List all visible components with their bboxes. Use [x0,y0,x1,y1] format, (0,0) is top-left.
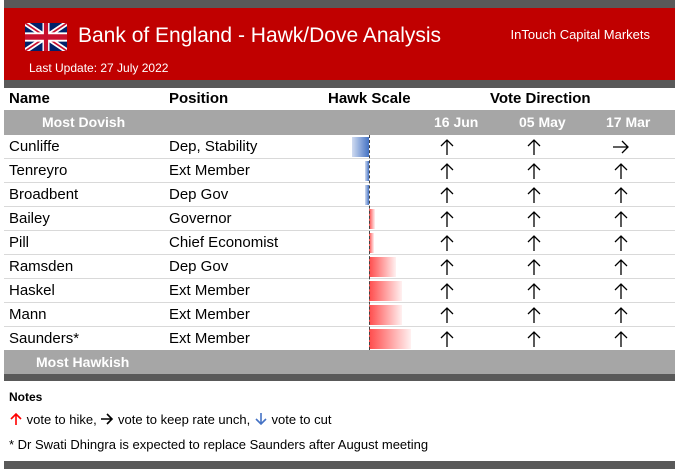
arrow-up-icon [614,259,628,275]
legend-hike-text: vote to hike, [26,412,97,427]
arrow-up-icon [614,307,628,323]
notes-title: Notes [9,390,43,404]
table-row: Bailey Governor [4,207,675,231]
column-header-name: Name [9,90,50,107]
arrow-down-icon [255,413,267,426]
table-row: Haskel Ext Member [4,279,675,303]
member-position: Dep Gov [169,258,229,275]
arrow-up-icon [440,331,454,347]
member-name: Tenreyro [9,162,68,179]
arrow-up-icon [440,283,454,299]
member-name: Broadbent [9,186,79,203]
table-row: Ramsden Dep Gov [4,255,675,279]
column-header-hawk-scale: Hawk Scale [328,90,411,107]
vote-legend: vote to hike, vote to keep rate unch, vo… [9,412,331,427]
most-hawkish-band: Most Hawkish [4,350,675,375]
footnote: * Dr Swati Dhingra is expected to replac… [9,437,429,452]
column-header-position: Position [169,90,229,107]
hawk-scale-bar [369,209,375,229]
arrow-right-icon [613,140,629,154]
arrow-up-icon [440,163,454,179]
hawk-scale-bar [369,281,402,301]
last-update: Last Update: 27 July 2022 [29,61,169,75]
member-name: Saunders* [9,330,80,347]
hawk-scale-bar [365,161,369,181]
most-dovish-band: Most Dovish 16 Jun 05 May 17 Mar [4,110,675,135]
arrow-up-icon [614,331,628,347]
member-position: Ext Member [169,162,250,179]
table-row: Pill Chief Economist [4,231,675,255]
brand-name: InTouch Capital Markets [510,27,650,42]
arrow-up-icon [440,307,454,323]
member-position: Dep, Stability [169,138,258,155]
arrow-up-icon [614,163,628,179]
arrow-up-icon [527,235,541,251]
vote-date-1: 16 Jun [434,114,479,130]
notes-divider [4,374,675,381]
table-row: Tenreyro Ext Member [4,159,675,183]
hawk-scale-bar [365,185,369,205]
arrow-up-icon [527,307,541,323]
arrow-up-icon [440,211,454,227]
hawk-scale-bar [369,305,402,325]
arrow-up-icon [440,235,454,251]
member-position: Ext Member [169,306,250,323]
member-position: Ext Member [169,282,250,299]
member-name: Mann [9,306,47,323]
member-position: Dep Gov [169,186,229,203]
arrow-up-icon [440,187,454,203]
arrow-up-icon [440,259,454,275]
vote-date-3: 17 Mar [606,114,651,130]
arrow-up-icon [527,259,541,275]
arrow-up-icon [614,283,628,299]
table-row: Broadbent Dep Gov [4,183,675,207]
hawk-scale-axis [369,135,370,350]
member-position: Governor [169,210,232,227]
member-name: Pill [9,234,30,251]
legend-keep-text: vote to keep rate unch, [117,412,251,427]
arrow-up-icon [614,235,628,251]
hawk-scale-bar [369,329,411,349]
member-name: Haskel [9,282,55,299]
arrow-up-icon [527,163,541,179]
hawk-scale-bar [352,137,369,157]
legend-cut-text: vote to cut [271,412,332,427]
header-divider [4,80,675,88]
hawk-dove-panel: Bank of England - Hawk/Dove Analysis InT… [4,0,675,469]
column-header-vote-direction: Vote Direction [490,90,591,107]
table-row: Mann Ext Member [4,303,675,327]
arrow-up-icon [527,211,541,227]
most-dovish-label: Most Dovish [42,114,126,130]
arrow-up-icon [614,187,628,203]
header: Bank of England - Hawk/Dove Analysis InT… [4,8,675,80]
arrow-up-icon [527,139,541,155]
member-position: Chief Economist [169,234,279,251]
union-jack-flag-icon [25,23,67,51]
arrow-up-icon [527,331,541,347]
arrow-up-icon [10,412,22,425]
hawk-scale-bar [369,233,374,253]
arrow-up-icon [527,187,541,203]
arrow-up-icon [614,211,628,227]
member-name: Ramsden [9,258,74,275]
hawk-scale-bar [369,257,396,277]
page-title: Bank of England - Hawk/Dove Analysis [78,24,442,47]
most-hawkish-label: Most Hawkish [36,354,130,370]
member-position: Ext Member [169,330,250,347]
member-name: Cunliffe [9,138,60,155]
arrow-up-icon [527,283,541,299]
vote-date-2: 05 May [519,114,566,130]
arrow-up-icon [440,139,454,155]
table-row: Cunliffe Dep, Stability [4,135,675,159]
table-row: Saunders* Ext Member [4,327,675,351]
top-divider [4,0,675,8]
arrow-right-icon [101,413,114,425]
bottom-divider [4,461,675,469]
member-name: Bailey [9,210,50,227]
